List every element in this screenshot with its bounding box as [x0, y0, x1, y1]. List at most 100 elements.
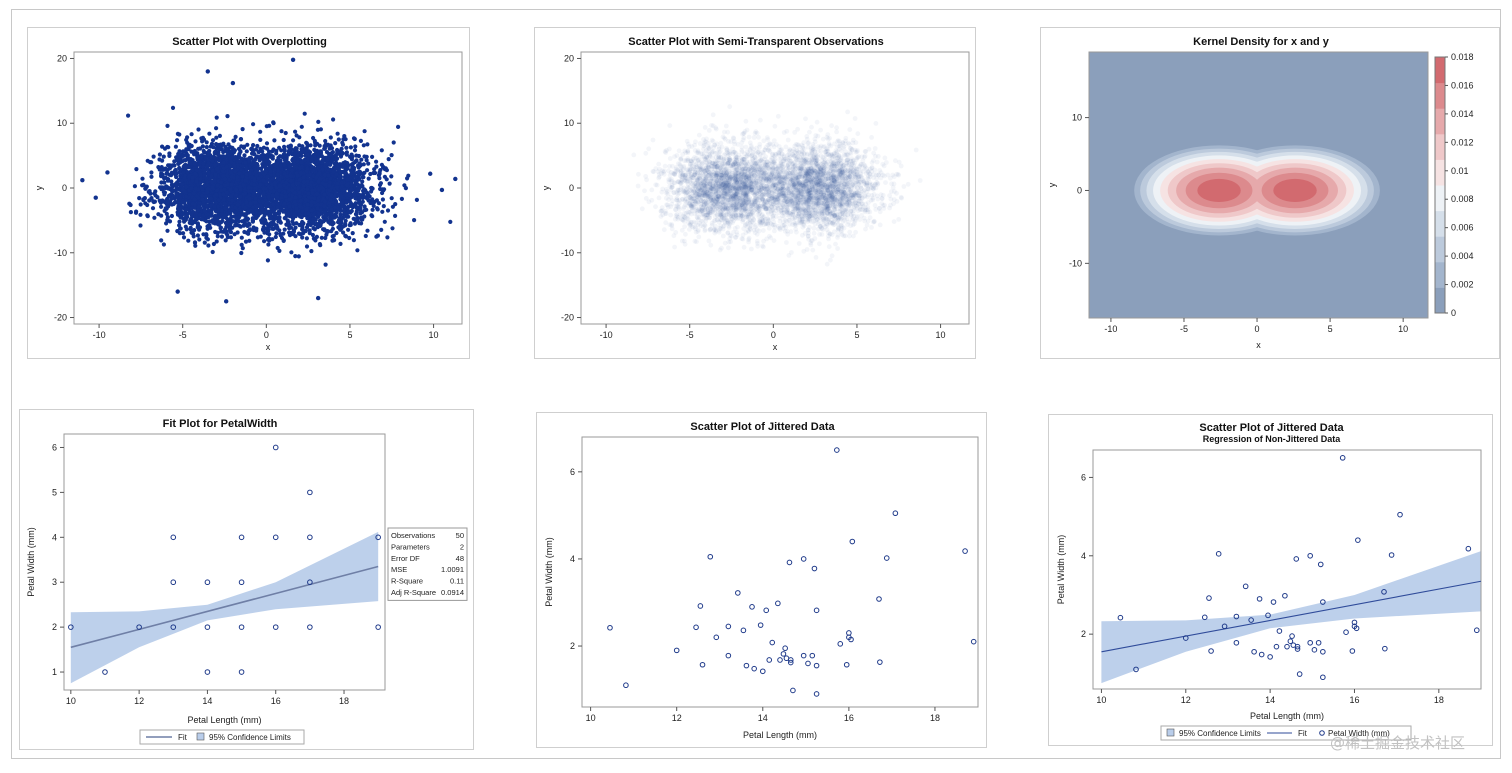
data-point	[145, 213, 150, 218]
data-point	[233, 196, 238, 201]
data-point	[184, 194, 189, 199]
data-point	[277, 188, 282, 193]
data-point	[338, 154, 344, 159]
data-point	[210, 249, 215, 255]
data-point	[175, 210, 180, 215]
data-point	[368, 171, 373, 177]
data-point	[338, 170, 343, 175]
data-point	[270, 154, 275, 159]
data-point	[174, 157, 179, 163]
data-point	[393, 213, 398, 218]
data-point	[258, 182, 263, 187]
data-point	[347, 192, 352, 198]
data-point	[214, 115, 219, 120]
data-point	[305, 187, 310, 192]
data-point	[232, 164, 237, 169]
data-point	[211, 241, 216, 247]
data-point	[206, 158, 211, 163]
data-point	[356, 153, 361, 159]
data-point	[369, 213, 374, 218]
data-point	[256, 166, 261, 171]
data-point	[380, 209, 385, 214]
data-point	[338, 212, 343, 217]
data-point	[336, 149, 341, 154]
data-point	[273, 180, 278, 185]
data-point	[275, 172, 280, 177]
data-point	[288, 178, 293, 183]
data-point	[343, 212, 348, 217]
data-point	[282, 144, 287, 149]
data-point	[273, 234, 278, 240]
data-point	[162, 146, 168, 151]
data-point	[329, 207, 334, 212]
x-tick-label: 5	[347, 330, 352, 340]
data-point	[196, 208, 201, 213]
data-point	[219, 208, 224, 213]
data-point	[202, 150, 207, 155]
data-point	[302, 194, 307, 199]
data-point	[312, 227, 317, 232]
data-point	[346, 227, 351, 232]
data-point	[213, 172, 218, 177]
data-point	[253, 200, 258, 205]
data-point	[297, 190, 302, 195]
data-point	[271, 120, 276, 125]
data-point	[322, 146, 327, 151]
data-point	[233, 155, 238, 160]
data-point	[232, 232, 237, 237]
data-point	[327, 167, 332, 172]
data-point	[257, 211, 263, 216]
data-point	[343, 137, 348, 142]
data-point	[184, 207, 189, 212]
data-point	[336, 137, 341, 142]
data-point	[285, 222, 290, 227]
data-point	[335, 185, 340, 190]
data-point	[362, 154, 367, 159]
data-point	[250, 219, 255, 224]
data-point	[230, 208, 235, 213]
data-point	[283, 130, 288, 136]
y-tick-label: 20	[57, 53, 67, 63]
data-point	[366, 176, 371, 181]
data-point	[357, 161, 362, 166]
data-point	[361, 143, 366, 148]
data-point	[175, 200, 180, 205]
data-point	[237, 215, 242, 220]
data-point	[253, 196, 258, 201]
data-point	[189, 213, 194, 218]
data-point	[196, 127, 201, 132]
data-point	[341, 224, 346, 229]
data-point	[287, 226, 292, 231]
data-point	[266, 227, 271, 232]
data-point	[176, 161, 181, 166]
data-point	[184, 184, 189, 190]
data-point	[352, 148, 358, 153]
data-point	[192, 240, 198, 245]
data-point	[317, 242, 322, 247]
data-point	[339, 146, 344, 151]
data-point	[267, 160, 272, 165]
data-point	[219, 234, 224, 239]
data-point	[170, 105, 176, 110]
data-point	[164, 211, 169, 216]
data-point	[306, 222, 311, 227]
data-point	[184, 227, 189, 232]
data-point	[155, 195, 160, 200]
data-point	[166, 204, 171, 209]
data-point	[241, 223, 246, 228]
data-point	[243, 205, 248, 210]
data-point	[204, 176, 209, 181]
data-point	[309, 249, 314, 254]
data-point	[333, 153, 338, 158]
data-point	[205, 190, 210, 195]
data-point	[270, 226, 275, 231]
data-point	[296, 186, 301, 191]
data-point	[267, 238, 272, 243]
data-point	[263, 218, 268, 223]
data-point	[204, 232, 209, 237]
data-point	[229, 174, 234, 179]
panel-overplot: -10 -5 0 5 10 -20 -10 0 10 20 Scatter Plot with Ov…	[27, 27, 470, 359]
data-point	[132, 184, 137, 189]
data-point	[304, 244, 310, 249]
data-point	[295, 173, 300, 178]
